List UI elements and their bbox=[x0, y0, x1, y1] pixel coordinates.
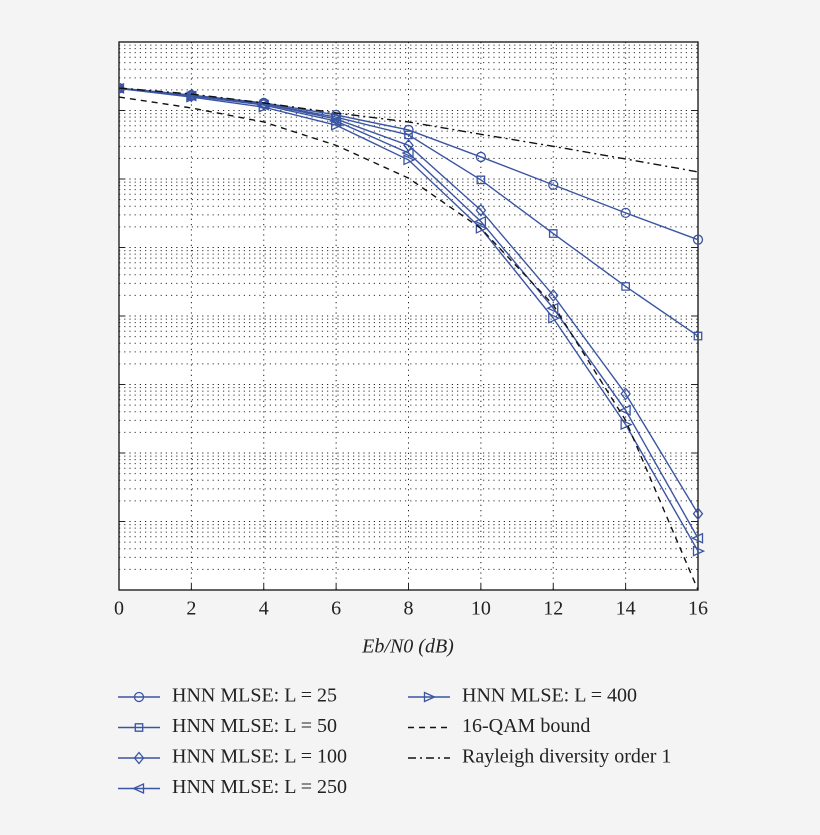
marker bbox=[133, 691, 145, 703]
marker bbox=[548, 312, 561, 324]
series-line bbox=[119, 96, 699, 591]
legend-label: HNN MLSE: L = 100 bbox=[172, 746, 347, 768]
marker bbox=[258, 101, 271, 113]
series-line bbox=[119, 87, 699, 539]
marker bbox=[693, 331, 703, 341]
marker bbox=[186, 91, 199, 103]
x-tick-label: 4 bbox=[259, 598, 269, 620]
marker bbox=[690, 532, 704, 544]
legend-label: Rayleigh diversity order 1 bbox=[462, 746, 671, 768]
x-tick-label: 16 bbox=[688, 598, 708, 620]
plot-frame bbox=[118, 41, 699, 591]
marker bbox=[621, 282, 630, 291]
legend-label: HNN MLSE: L = 50 bbox=[172, 715, 337, 737]
plot-area bbox=[119, 42, 698, 590]
legend-label: HNN MLSE: L = 25 bbox=[172, 685, 337, 707]
x-tick-label: 2 bbox=[186, 598, 196, 620]
marker bbox=[620, 207, 631, 219]
marker bbox=[620, 419, 633, 431]
x-axis-label: Eb/N0 (dB) bbox=[361, 636, 454, 658]
marker bbox=[134, 723, 144, 732]
marker bbox=[423, 691, 437, 703]
marker bbox=[692, 507, 704, 521]
x-tick-label: 8 bbox=[404, 598, 414, 620]
marker bbox=[475, 222, 488, 234]
x-tick-label: 6 bbox=[331, 598, 341, 620]
marker bbox=[473, 215, 487, 227]
x-tick-label: 14 bbox=[616, 598, 636, 620]
marker bbox=[547, 288, 559, 302]
marker bbox=[401, 147, 414, 159]
series-layer bbox=[119, 81, 706, 591]
marker bbox=[548, 179, 559, 191]
marker bbox=[618, 404, 631, 416]
marker bbox=[475, 203, 487, 217]
marker bbox=[133, 751, 145, 765]
marker bbox=[548, 229, 558, 238]
legend-label: HNN MLSE: L = 250 bbox=[172, 776, 347, 798]
series-line bbox=[119, 87, 699, 173]
marker bbox=[692, 234, 704, 245]
marker bbox=[330, 119, 344, 131]
marker bbox=[329, 115, 342, 127]
marker bbox=[692, 545, 706, 557]
marker bbox=[620, 387, 631, 401]
x-tick-label: 0 bbox=[114, 598, 124, 620]
x-tick-label: 10 bbox=[471, 598, 491, 620]
marker bbox=[403, 154, 416, 166]
x-tick-label: 12 bbox=[543, 598, 563, 620]
marker bbox=[476, 175, 486, 185]
legend-label: 16-QAM bound bbox=[462, 715, 590, 737]
legend-label: HNN MLSE: L = 400 bbox=[462, 685, 637, 707]
marker bbox=[119, 85, 127, 92]
marker bbox=[475, 151, 487, 163]
series-line bbox=[119, 87, 699, 552]
marker bbox=[546, 302, 559, 314]
marker bbox=[131, 782, 145, 795]
marker bbox=[404, 130, 413, 140]
